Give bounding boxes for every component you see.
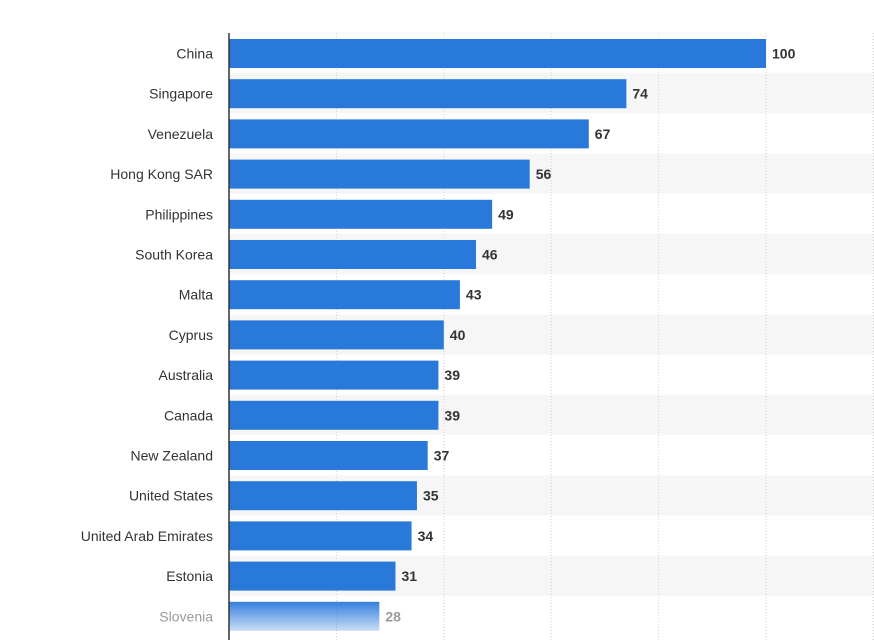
category-label: United States: [129, 488, 213, 504]
bar: [229, 441, 428, 470]
value-label: 67: [595, 126, 611, 142]
category-label: Slovenia: [159, 608, 213, 624]
bar: [229, 79, 627, 109]
bars: [229, 39, 766, 631]
bar: [229, 240, 477, 269]
bar: [229, 280, 460, 310]
value-label: 56: [536, 166, 552, 182]
bar: [229, 561, 396, 591]
value-label: 35: [423, 488, 439, 504]
value-label: 100: [772, 46, 796, 62]
bar: [229, 360, 439, 390]
bar: [229, 521, 412, 551]
bar: [229, 199, 493, 229]
bar: [229, 400, 439, 430]
category-label: Malta: [179, 287, 213, 303]
category-label: Philippines: [145, 206, 213, 222]
value-label: 28: [385, 608, 401, 624]
value-label: 49: [498, 206, 514, 222]
category-label: Cyprus: [169, 327, 213, 343]
category-label: Australia: [159, 367, 214, 383]
category-label: China: [176, 46, 213, 62]
category-label: Venezuela: [148, 126, 214, 142]
category-label: South Korea: [135, 247, 213, 263]
value-label: 39: [444, 407, 460, 423]
category-label: New Zealand: [131, 448, 214, 464]
category-labels: China Singapore Venezuela Hong Kong SAR Phil…: [81, 46, 214, 625]
value-label: 46: [482, 247, 498, 263]
value-label: 74: [632, 86, 648, 102]
value-labels: 100 74 67 56 49 46 43 40 39 39 37 35 34 31 28: [385, 46, 795, 625]
value-label: 43: [466, 287, 482, 303]
value-label: 37: [434, 448, 450, 464]
category-label: Estonia: [166, 568, 213, 584]
bar: [229, 159, 530, 189]
bar: [229, 39, 766, 68]
value-label: 34: [418, 528, 434, 544]
value-label: 39: [444, 367, 460, 383]
value-label: 31: [401, 568, 417, 584]
category-label: Singapore: [149, 86, 213, 102]
category-label: Canada: [164, 407, 213, 423]
category-label: Hong Kong SAR: [110, 166, 213, 182]
bar: [229, 320, 444, 350]
value-label: 40: [450, 327, 466, 343]
bar: [229, 481, 417, 511]
bar: [229, 601, 380, 631]
category-label: United Arab Emirates: [81, 528, 213, 544]
bar: [229, 119, 589, 149]
